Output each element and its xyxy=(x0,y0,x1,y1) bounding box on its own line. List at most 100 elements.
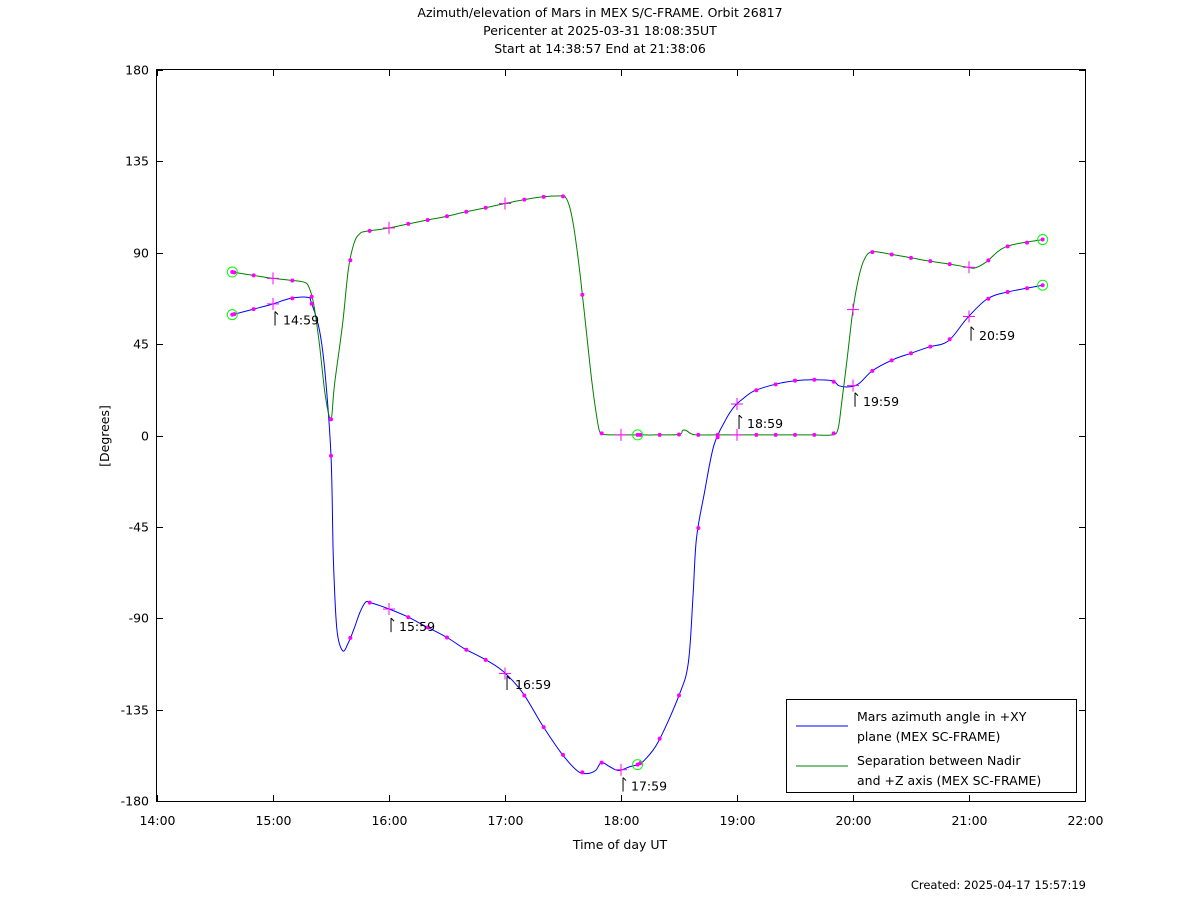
data-point xyxy=(561,752,565,757)
x-axis-label: Time of day UT xyxy=(572,837,668,852)
data-point xyxy=(715,432,720,437)
data-point xyxy=(928,259,933,264)
data-point xyxy=(947,262,952,267)
legend-box xyxy=(786,699,1077,793)
legend-label-separation-line-1: Separation between Nadir xyxy=(857,753,1021,768)
y-tick-label: 0 xyxy=(141,429,149,444)
data-point xyxy=(870,368,875,373)
data-point xyxy=(445,635,449,640)
data-point xyxy=(367,228,372,233)
data-point xyxy=(406,221,411,226)
series-line-azimuth xyxy=(232,284,1043,775)
y-tick-label: -135 xyxy=(121,703,149,718)
annotation-label: 14:59 xyxy=(283,313,319,328)
x-tick-label: 18:00 xyxy=(603,813,639,828)
pericenter-dot xyxy=(635,762,640,767)
data-point xyxy=(425,625,430,630)
pericenter-dot xyxy=(635,432,640,437)
data-point xyxy=(445,214,449,219)
annotation-arrowhead xyxy=(738,414,743,419)
data-point xyxy=(251,307,256,312)
data-point xyxy=(483,205,488,210)
data-point xyxy=(773,432,778,437)
data-point xyxy=(309,294,314,299)
x-tick-label: 20:00 xyxy=(835,813,871,828)
data-point xyxy=(599,431,604,436)
endpoint-circle xyxy=(1037,279,1049,291)
series-line-separation xyxy=(232,195,1043,436)
annotation-label: 17:59 xyxy=(631,779,667,794)
data-point xyxy=(947,337,952,342)
data-point xyxy=(290,296,295,301)
pericenter-circle xyxy=(632,759,644,771)
legend: Mars azimuth angle in +XY plane (MEX SC-… xyxy=(786,699,1077,793)
legend-label-separation-line-2: and +Z axis (MEX SC-FRAME) xyxy=(857,773,1041,788)
data-point xyxy=(986,258,991,263)
data-point xyxy=(251,273,256,278)
data-point xyxy=(793,432,797,437)
marker-layer xyxy=(226,194,1049,776)
annotation-layer: 14:59 15:59 16:59 17:59 18:59 19:59 20:59 xyxy=(274,311,1015,794)
chart-title-line-3: Start at 14:38:57 End at 21:38:06 xyxy=(494,41,706,56)
data-point xyxy=(483,657,488,662)
annotation-label: 18:59 xyxy=(747,416,783,431)
title-block: Azimuth/elevation of Mars in MEX S/C-FRA… xyxy=(0,0,1200,58)
chart-title-line-2: Pericenter at 2025-03-31 18:08:35UT xyxy=(483,23,717,38)
annotation-arrowhead xyxy=(390,617,395,622)
data-point xyxy=(696,525,701,530)
data-point xyxy=(889,252,894,257)
y-tick-label: -45 xyxy=(129,520,149,535)
y-tick-label: 90 xyxy=(133,246,149,261)
x-tick-label: 16:00 xyxy=(371,813,407,828)
data-point xyxy=(1025,286,1029,291)
data-point xyxy=(541,725,546,730)
annotation-label: 16:59 xyxy=(515,677,551,692)
data-point xyxy=(367,600,372,605)
data-point xyxy=(541,194,546,199)
endpoint-dot xyxy=(1040,283,1045,288)
y-tick-label: -90 xyxy=(129,611,149,626)
data-point xyxy=(657,736,662,741)
pericenter-circle xyxy=(632,429,644,441)
plot-frame xyxy=(156,69,1086,802)
data-point xyxy=(1005,290,1010,295)
data-point xyxy=(909,351,913,356)
data-point xyxy=(677,432,681,437)
chart-title-line-1: Azimuth/elevation of Mars in MEX S/C-FRA… xyxy=(417,5,783,20)
data-point xyxy=(928,344,933,349)
data-point xyxy=(464,647,469,652)
annotation-arrowhead xyxy=(274,311,279,315)
y-axis-label: [Degrees] xyxy=(97,405,112,467)
data-point xyxy=(909,255,913,260)
annotation-label: 20:59 xyxy=(979,328,1015,343)
data-point xyxy=(1025,240,1029,245)
legend-label-azimuth-line-1: Mars azimuth angle in +XY xyxy=(857,709,1027,724)
endpoint-circle xyxy=(1037,234,1049,246)
data-point xyxy=(812,432,817,437)
endpoint-dot xyxy=(1040,237,1045,242)
data-point xyxy=(522,693,527,698)
annotation-arrowhead xyxy=(506,675,511,680)
endpoint-circle xyxy=(226,266,238,278)
y-tick-label: 45 xyxy=(133,337,149,352)
data-point xyxy=(696,432,701,437)
x-tick-label: 21:00 xyxy=(951,813,987,828)
data-point xyxy=(522,197,527,202)
data-point xyxy=(348,635,353,640)
data-point xyxy=(657,432,662,437)
x-tick-label: 15:00 xyxy=(255,813,291,828)
data-point xyxy=(870,250,875,255)
endpoint-circle xyxy=(226,309,238,321)
series-layer xyxy=(232,195,1043,775)
x-tick-label: 19:00 xyxy=(719,813,755,828)
data-point xyxy=(831,431,836,436)
y-tick-label: 180 xyxy=(125,63,149,78)
data-point xyxy=(580,770,585,775)
data-point xyxy=(812,377,817,382)
data-point xyxy=(986,296,991,301)
data-point xyxy=(889,358,894,363)
data-point xyxy=(599,760,604,765)
data-point xyxy=(309,301,314,306)
annotation-arrowhead xyxy=(970,326,975,331)
